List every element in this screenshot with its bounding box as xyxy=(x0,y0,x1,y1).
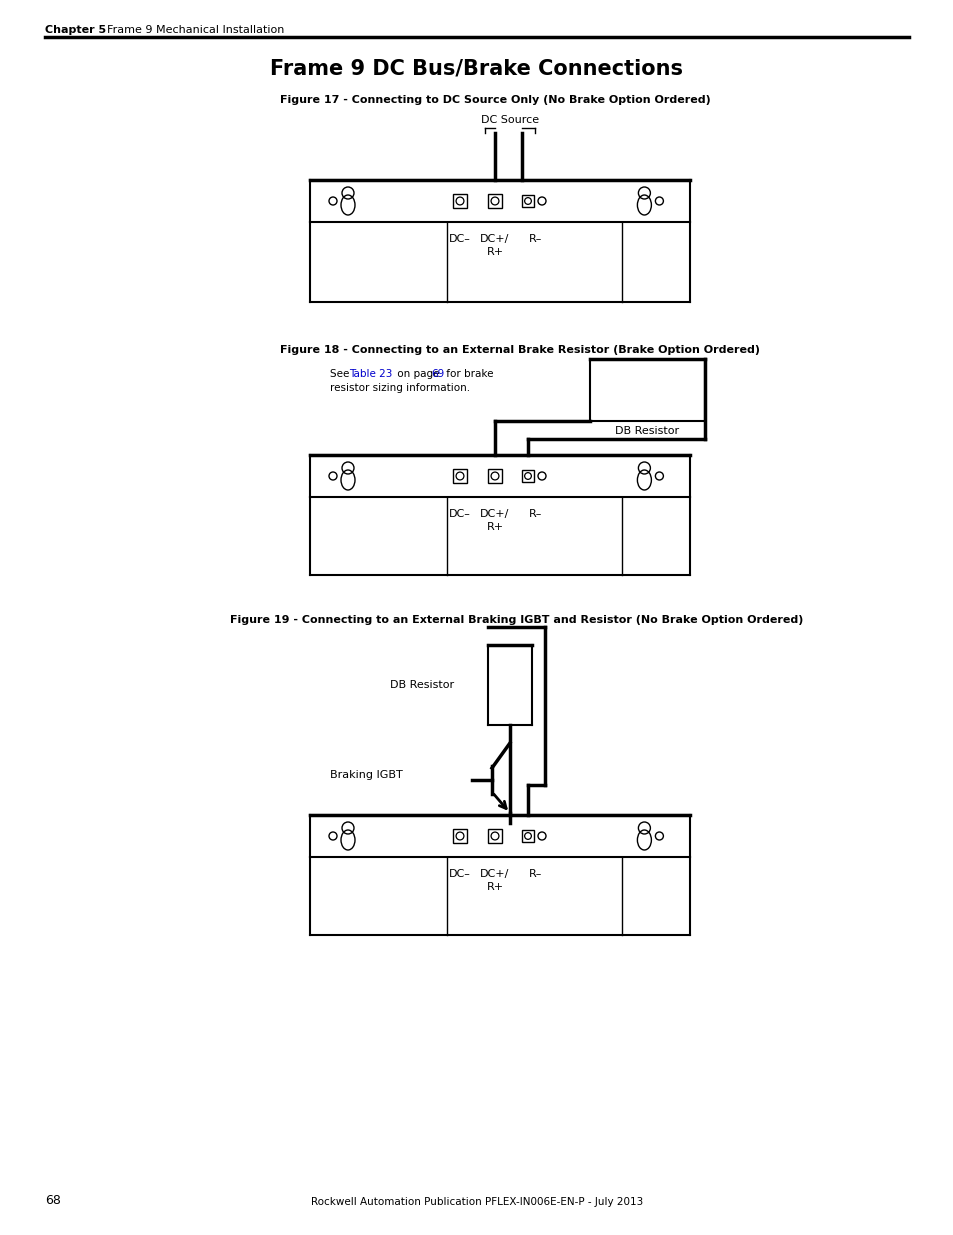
Bar xyxy=(488,194,501,207)
Text: for brake: for brake xyxy=(442,369,493,379)
Text: Rockwell Automation Publication PFLEX-IN006E-EN-P - July 2013: Rockwell Automation Publication PFLEX-IN… xyxy=(311,1197,642,1207)
Text: Chapter 5: Chapter 5 xyxy=(45,25,106,35)
Text: DC Source: DC Source xyxy=(480,115,538,125)
Text: DC+/: DC+/ xyxy=(479,509,509,519)
Text: Frame 9 Mechanical Installation: Frame 9 Mechanical Installation xyxy=(107,25,284,35)
Text: DC+/: DC+/ xyxy=(479,233,509,245)
Text: R+: R+ xyxy=(486,522,503,532)
Text: DB Resistor: DB Resistor xyxy=(615,426,679,436)
Text: Figure 19 - Connecting to an External Braking IGBT and Resistor (No Brake Option: Figure 19 - Connecting to an External Br… xyxy=(230,615,802,625)
Text: See: See xyxy=(330,369,353,379)
Bar xyxy=(453,194,467,207)
Text: resistor sizing information.: resistor sizing information. xyxy=(330,383,470,393)
Text: DB Resistor: DB Resistor xyxy=(390,680,454,690)
Bar xyxy=(488,469,501,483)
Text: Frame 9 DC Bus/Brake Connections: Frame 9 DC Bus/Brake Connections xyxy=(271,59,682,79)
Bar xyxy=(453,829,467,844)
Text: DC–: DC– xyxy=(449,509,471,519)
Text: Figure 18 - Connecting to an External Brake Resistor (Brake Option Ordered): Figure 18 - Connecting to an External Br… xyxy=(280,345,760,354)
Bar xyxy=(488,829,501,844)
Text: DC+/: DC+/ xyxy=(479,869,509,879)
Text: 68: 68 xyxy=(45,1194,61,1207)
Text: R–: R– xyxy=(529,233,542,245)
Bar xyxy=(521,195,534,207)
Text: on page: on page xyxy=(394,369,442,379)
Text: Braking IGBT: Braking IGBT xyxy=(330,769,402,781)
Bar xyxy=(453,469,467,483)
Text: R+: R+ xyxy=(486,882,503,892)
Text: R–: R– xyxy=(529,509,542,519)
Text: R–: R– xyxy=(529,869,542,879)
Text: DC–: DC– xyxy=(449,869,471,879)
Text: R+: R+ xyxy=(486,247,503,257)
Text: 69: 69 xyxy=(431,369,444,379)
Bar xyxy=(521,830,534,842)
Text: Figure 17 - Connecting to DC Source Only (No Brake Option Ordered): Figure 17 - Connecting to DC Source Only… xyxy=(280,95,710,105)
Bar xyxy=(521,471,534,482)
Text: DC–: DC– xyxy=(449,233,471,245)
Text: Table 23: Table 23 xyxy=(349,369,392,379)
